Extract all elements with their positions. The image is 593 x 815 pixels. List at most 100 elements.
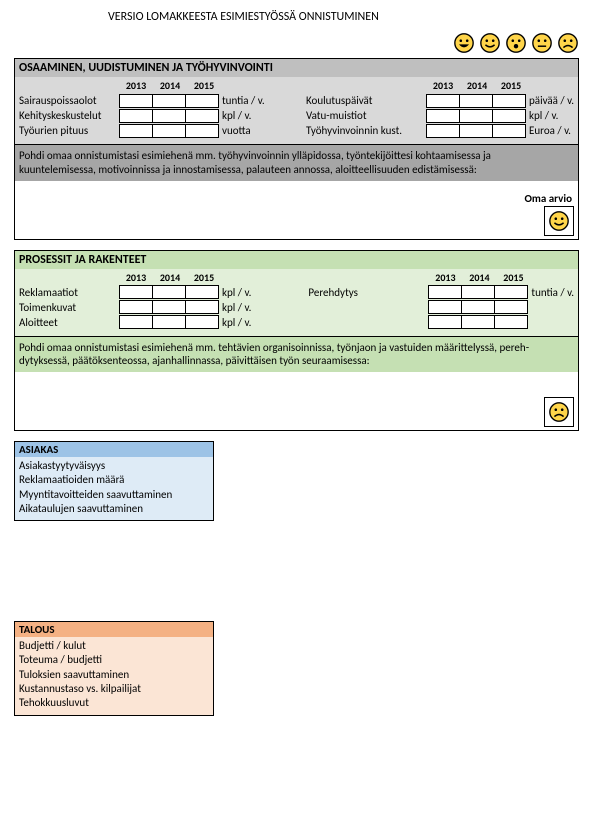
list-item: Myyntitavoitteiden saavuttaminen [19, 488, 209, 502]
box-body: Asiakastyytyväisyys Reklamaatioiden määr… [15, 457, 213, 520]
unit-label: kpl / v. [219, 109, 251, 122]
box-header: TALOUS [15, 622, 213, 637]
rating-scale-legend [14, 32, 579, 54]
surprise-icon [505, 32, 527, 54]
input-cell[interactable] [494, 285, 528, 299]
list-item: Budjetti / kulut [19, 639, 209, 653]
metrics-area: 201320142015 Reklamaatiotkpl / v. Toimen… [15, 269, 578, 336]
input-cell[interactable] [426, 109, 460, 123]
frown-icon [548, 401, 570, 423]
instruction-text: Pohdi omaa onnistumistasi esimiehenä mm.… [15, 336, 578, 373]
metrics-area: 201320142015 Sairauspoissaolottuntia / v… [15, 77, 578, 144]
input-cell[interactable] [459, 94, 493, 108]
talous-box: TALOUS Budjetti / kulut Toteuma / budjet… [14, 621, 214, 715]
input-cell[interactable] [461, 285, 495, 299]
metric-label: Aloitteet [19, 316, 119, 329]
input-cell[interactable] [461, 300, 495, 314]
input-cell[interactable] [119, 109, 153, 123]
unit-label: päivää / v. [526, 94, 574, 107]
input-cell[interactable] [119, 315, 153, 329]
input-cell[interactable] [185, 109, 219, 123]
input-cell[interactable] [152, 300, 186, 314]
frown-icon [557, 32, 579, 54]
neutral-icon [531, 32, 553, 54]
list-item: Asiakastyytyväisyys [19, 459, 209, 473]
unit-label: kpl / v. [219, 301, 251, 314]
input-cell[interactable] [459, 109, 493, 123]
input-cell[interactable] [185, 285, 219, 299]
table-row [428, 300, 528, 314]
metric-label: Vatu-muistiot [306, 109, 426, 122]
oma-arvio-label: Oma arvio [524, 192, 572, 205]
input-cell[interactable] [119, 285, 153, 299]
input-cell[interactable] [119, 300, 153, 314]
table-row [428, 315, 528, 329]
section-header: PROSESSIT JA RAKENTEET [15, 251, 578, 269]
box-body: Budjetti / kulut Toteuma / budjetti Tulo… [15, 637, 213, 714]
unit-label: kpl / v. [219, 316, 251, 329]
input-cell[interactable] [152, 124, 186, 138]
input-cell[interactable] [459, 124, 493, 138]
metric-label: Sairauspoissaolot [19, 94, 119, 107]
section-header: OSAAMINEN, UUDISTUMINEN JA TYÖHYVINVOINT… [15, 59, 578, 77]
input-cell[interactable] [185, 300, 219, 314]
input-cell[interactable] [152, 94, 186, 108]
year-label: 2015 [187, 271, 221, 284]
input-cell[interactable] [185, 124, 219, 138]
input-cell[interactable] [494, 300, 528, 314]
smile-icon [479, 32, 501, 54]
input-cell[interactable] [428, 300, 462, 314]
year-label: 2015 [187, 79, 221, 92]
metric-label: Toimenkuvat [19, 301, 119, 314]
year-label: 2013 [428, 271, 462, 284]
table-row [119, 300, 219, 314]
metric-label: Koulutuspäivät [306, 94, 426, 107]
table-row [119, 285, 219, 299]
box-header: ASIAKAS [15, 442, 213, 457]
table-row [426, 124, 526, 138]
unit-label: kpl / v. [526, 109, 558, 122]
unit-label: tuntia / v. [219, 94, 265, 107]
free-text-area[interactable] [15, 372, 578, 430]
input-cell[interactable] [152, 109, 186, 123]
metric-label: Työurien pituus [19, 124, 119, 137]
list-item: Tuloksien saavuttaminen [19, 668, 209, 682]
year-label: 2015 [494, 79, 528, 92]
input-cell[interactable] [492, 109, 526, 123]
input-cell[interactable] [426, 94, 460, 108]
unit-label: Euroa / v. [526, 124, 571, 137]
list-item: Aikataulujen saavuttaminen [19, 502, 209, 516]
input-cell[interactable] [428, 285, 462, 299]
input-cell[interactable] [492, 94, 526, 108]
free-text-area[interactable]: Oma arvio [15, 181, 578, 239]
year-label: 2014 [153, 79, 187, 92]
section-osaaminen: OSAAMINEN, UUDISTUMINEN JA TYÖHYVINVOINT… [14, 58, 579, 240]
input-cell[interactable] [152, 285, 186, 299]
self-rating-box[interactable] [544, 397, 574, 427]
year-label: 2013 [426, 79, 460, 92]
input-cell[interactable] [492, 124, 526, 138]
self-rating-box[interactable] [544, 206, 574, 236]
table-row [426, 94, 526, 108]
input-cell[interactable] [428, 315, 462, 329]
table-row [428, 285, 528, 299]
input-cell[interactable] [152, 315, 186, 329]
instruction-text: Pohdi omaa onnistumistasi esimiehenä mm.… [15, 144, 578, 181]
input-cell[interactable] [119, 94, 153, 108]
table-row [119, 94, 219, 108]
year-label: 2013 [119, 271, 153, 284]
input-cell[interactable] [185, 94, 219, 108]
metric-label: Perehdytys [308, 286, 428, 299]
year-label: 2014 [153, 271, 187, 284]
table-row [119, 315, 219, 329]
section-prosessit: PROSESSIT JA RAKENTEET 201320142015 Rekl… [14, 250, 579, 432]
input-cell[interactable] [494, 315, 528, 329]
asiakas-box: ASIAKAS Asiakastyytyväisyys Reklamaatioi… [14, 441, 214, 521]
page-title: VERSIO LOMAKKEESTA ESIMIESTYÖSSÄ ONNISTU… [108, 10, 579, 24]
list-item: Tehokkuusluvut [19, 696, 209, 710]
table-row [119, 109, 219, 123]
input-cell[interactable] [185, 315, 219, 329]
input-cell[interactable] [119, 124, 153, 138]
input-cell[interactable] [426, 124, 460, 138]
input-cell[interactable] [461, 315, 495, 329]
